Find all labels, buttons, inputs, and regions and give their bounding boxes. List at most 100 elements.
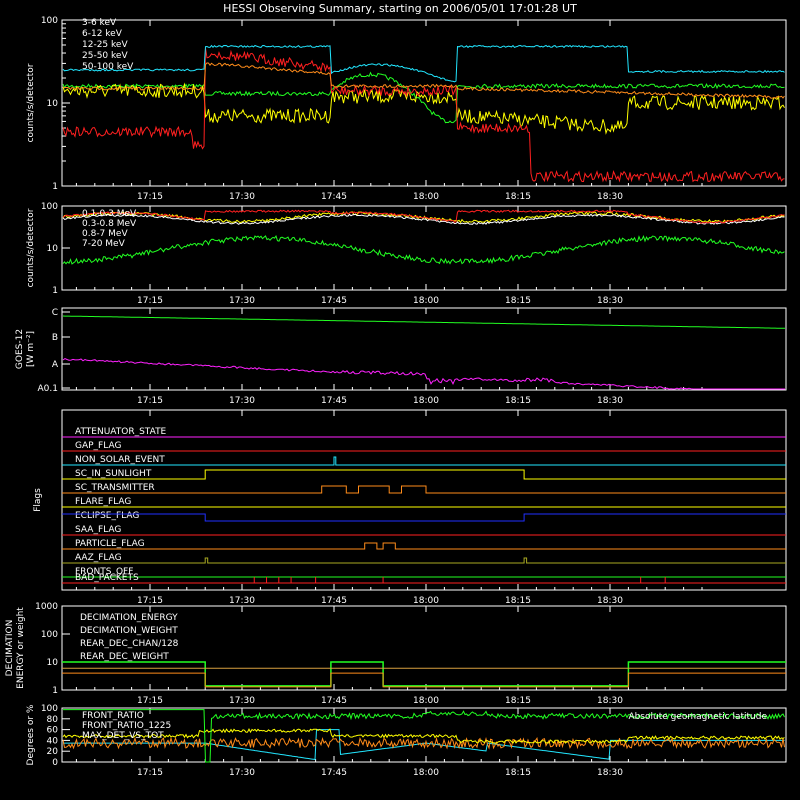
x-tick-label: 17:15 [137,296,163,306]
legend-entry: 0.3-0.8 MeV [82,219,137,229]
y-axis-label: Degrees or % [26,704,36,765]
panel-frame [61,307,787,391]
front-ratio-1225-trace [62,727,785,744]
x-tick-label: 18:00 [413,696,439,706]
y-tick-label: 10 [47,99,59,109]
x-tick-label: 18:00 [413,596,439,606]
y-tick-label: 100 [41,630,58,640]
x-tick-label: 17:45 [321,296,347,306]
y-axis-label-units: [W m⁻²] [26,331,36,367]
flag-label: PARTICLE_FLAG [75,539,145,549]
x-tick-label: 17:15 [137,768,163,778]
flag-label: BAD_PACKETS [75,573,139,583]
y-axis-label: Flags [33,488,43,512]
y-tick-label: 10 [47,658,59,668]
y-tick-label: 100 [41,202,58,212]
flag-label: FLARE_FLAG [75,497,131,507]
x-tick-label: 17:15 [137,192,163,202]
legend-entry: REAR_DEC_WEIGHT [80,652,169,662]
panel-frame [61,605,787,691]
x-tick-label: 18:15 [505,296,531,306]
panel-frame [61,707,787,763]
x-tick-label: 17:45 [321,768,347,778]
x-tick-label: 17:30 [229,696,255,706]
x-tick-label: 18:15 [505,192,531,202]
x-tick-label: 18:15 [505,396,531,406]
flag-label: ECLIPSE_FLAG [75,511,139,521]
flag-trace [62,542,786,550]
flag-label: SC_TRANSMITTER [75,483,155,493]
x-tick-label: 18:00 [413,768,439,778]
legend-entry: FRONT_RATIO [82,711,144,721]
y-tick-label: 100 [41,16,58,26]
series-50-100-kev [62,44,785,83]
legend-entry: FRONT_RATIO_1225 [82,721,171,731]
x-tick-label: 18:30 [597,396,623,406]
legend-entry: DECIMATION_ENERGY [80,613,178,623]
x-tick-label: 17:30 [229,768,255,778]
x-tick-label: 17:15 [137,696,163,706]
flag-trace [62,513,786,522]
y-tick-label: 0 [52,758,58,768]
flag-label: GAP_FLAG [75,441,121,451]
x-tick-label: 17:30 [229,296,255,306]
y-tick-label: 1000 [35,602,58,612]
flag-trace [62,456,786,466]
x-tick-label: 17:45 [321,596,347,606]
y-tick-label: 80 [47,715,59,725]
flag-trace [62,557,786,564]
x-tick-label: 17:45 [321,396,347,406]
y-tick-label: 100 [41,704,58,714]
panel-frame [61,409,787,591]
legend-entry: 7-20 MeV [82,239,126,249]
panel-flags: 17:15 17:30 17:45 18:00 18:15 18:30 Flags ATTEN… [33,409,787,606]
x-tick-label: 17:45 [321,192,347,202]
x-tick-label: 18:30 [597,192,623,202]
y-axis-label: GOES-12 [15,329,25,369]
y-tick-label: 1 [52,182,58,192]
legend-entry: 12-25 keV [82,40,128,50]
x-tick-label: 18:15 [505,696,531,706]
series-6-12-kev [62,62,785,99]
goes-short-channel [62,358,785,390]
y-tick-label: 10 [47,244,59,254]
flag-label: ATTENUATOR_STATE [75,427,167,437]
max-det-vs-tot-trace [62,736,785,750]
panel-decimation: 17:15 17:30 17:45 18:00 18:15 18:30 1 10 100 1000… [5,602,787,706]
panel-ratios: 17:15 17:30 17:45 18:00 18:15 18:30 0204060801… [26,704,787,778]
legend-entry: MAX_DET_VS_TOT [82,731,164,741]
x-tick-label: 18:30 [597,696,623,706]
x-tick-label: 18:00 [413,396,439,406]
x-tick-label: 17:30 [229,192,255,202]
legend-entry: REAR_DEC_CHAN/128 [80,639,179,649]
figure-title: HESSI Observing Summary, starting on 200… [223,2,577,15]
legend-entry: 0.8-7 MeV [82,229,128,239]
series-0-8-7-mev [62,213,785,225]
x-tick-label: 18:00 [413,192,439,202]
y-tick-label: 60 [47,726,59,736]
x-tick-label: 17:15 [137,596,163,606]
panel-goes: 17:15 17:30 17:45 18:00 18:15 18:30 A0.1 A B C GOE… [15,307,787,406]
series-3-6-kev [62,48,785,183]
series-7-20-mev [62,234,785,265]
panel-lowenergy: 17:15 17:30 17:45 18:00 18:15 18:30 1 10 100 coun… [26,16,787,202]
x-tick-label: 18:15 [505,768,531,778]
flag-trace [62,485,786,494]
x-tick-label: 17:15 [137,396,163,406]
panel-highenergy: 17:15 17:30 17:45 18:00 18:15 18:30 1 10 100 coun… [26,202,787,306]
x-tick-label: 18:30 [597,596,623,606]
series-12-25-kev [62,82,785,135]
y-tick-label: C [52,308,58,318]
flag-label: FRONTS_OFF [75,567,133,577]
series-25-50-kev [62,71,785,124]
flag-label: AAZ_FLAG [75,553,122,563]
y-tick-label: 40 [47,736,59,746]
legend-entry: 50-100 keV [82,62,134,72]
flag-trace [62,469,786,480]
flag-label: SC_IN_SUNLIGHT [75,469,152,479]
legend-entry: 25-50 keV [82,51,128,61]
x-tick-label: 18:30 [597,768,623,778]
y-tick-label: B [52,333,58,343]
